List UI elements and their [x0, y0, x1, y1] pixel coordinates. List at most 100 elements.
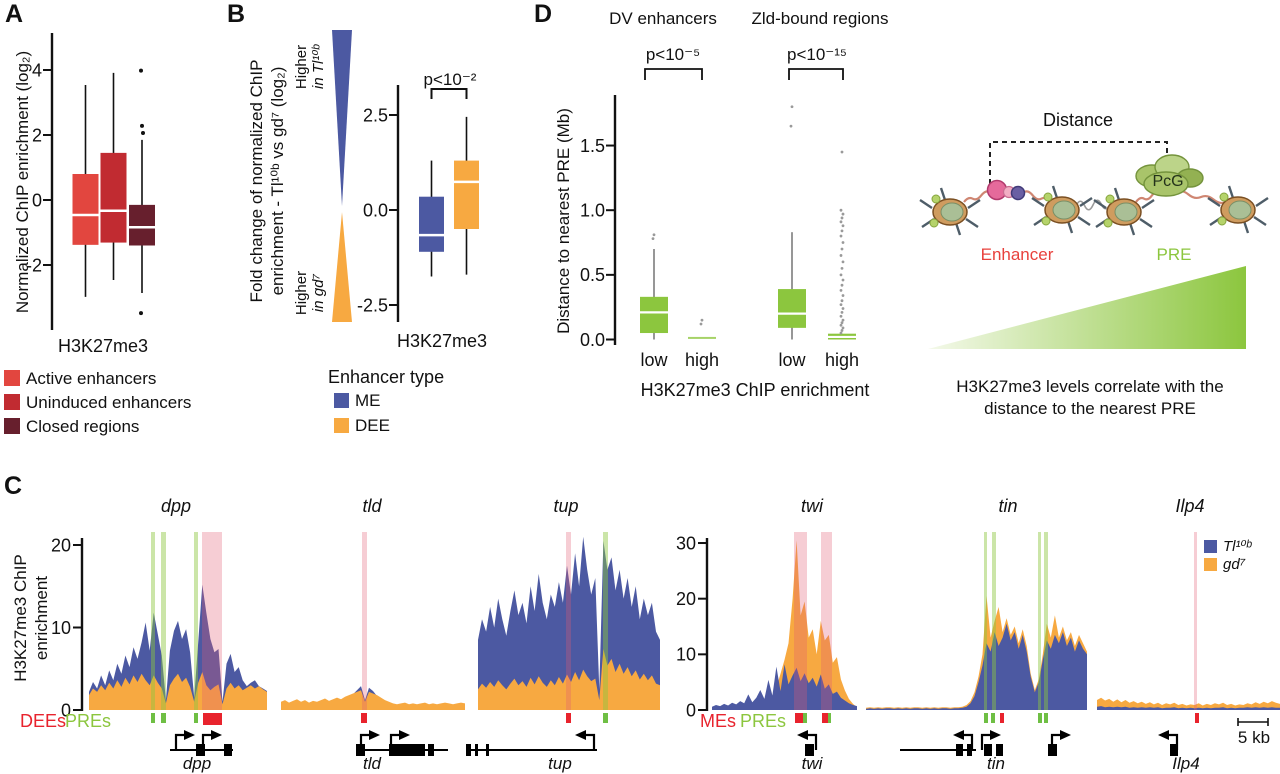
signal-area — [89, 672, 267, 710]
tss-arrowhead-right — [211, 730, 222, 740]
signal-area — [866, 623, 1087, 710]
nucleosome-face — [1114, 202, 1138, 222]
h3k27-mark — [1105, 194, 1115, 204]
histone-tail — [1066, 220, 1074, 234]
y-tick-label: 1.5 — [580, 136, 605, 156]
dees-row-label: DEEs — [20, 711, 67, 731]
pink-highlight-band — [821, 532, 832, 710]
outlier-dot — [840, 247, 844, 251]
histone-tail — [919, 199, 933, 209]
exon-box — [389, 744, 425, 756]
pcg-blob — [1143, 171, 1189, 197]
higher-gd7-wedge — [332, 212, 352, 322]
panel-b-y-axis-label-line1: Fold change of normalized ChIP — [247, 59, 266, 303]
outlier-dot — [841, 307, 845, 310]
category-label-low: low — [778, 350, 806, 370]
tss-arrow-right — [980, 733, 992, 750]
pink-highlight-band — [566, 532, 571, 710]
y-tick-label: 1.0 — [580, 201, 605, 221]
box — [100, 152, 127, 243]
histone-tail — [965, 218, 979, 228]
y-tick-label: -2.5 — [357, 295, 388, 315]
outlier-dot — [651, 237, 655, 241]
outlier-dot — [840, 229, 844, 233]
box — [129, 204, 155, 246]
pre-label: PRE — [1156, 245, 1192, 264]
panel-a-x-axis-label: H3K27me3 — [57, 336, 149, 356]
dv-enhancers-header: DV enhancers — [609, 9, 717, 28]
green-highlight-band — [1038, 532, 1041, 710]
linker-dna — [963, 190, 991, 203]
legend-label: Uninduced enhancers — [26, 393, 192, 412]
tss-arrow-left — [1167, 733, 1179, 750]
higher-in-gd7-label: Higher in gd⁷ — [293, 254, 327, 332]
tl10b-label: in Tl¹⁰ᵇ — [310, 44, 327, 90]
exon-box — [475, 744, 478, 756]
y-tick-label: 2.5 — [363, 105, 388, 125]
gene-label-twi: twi — [801, 754, 823, 773]
y-tick-label: 20 — [51, 535, 71, 555]
h3k27-mark — [1041, 216, 1051, 226]
histone-tail — [967, 199, 981, 209]
caption-line2: distance to the nearest PRE — [984, 399, 1196, 418]
track-title-tup: tup — [553, 496, 579, 516]
outlier-dot — [840, 329, 844, 332]
h3k27-mark — [1043, 192, 1053, 202]
histone-tail — [1079, 197, 1093, 207]
legend-label: Active enhancers — [26, 369, 157, 388]
exon-box — [996, 744, 1003, 756]
tss-arrow-right — [359, 733, 371, 750]
signal-area — [478, 536, 660, 710]
pink-highlight-band — [794, 532, 807, 710]
histone-tail — [1227, 185, 1235, 199]
gene-label-tup: tup — [548, 754, 572, 773]
legend-item-me: ME — [334, 391, 381, 411]
outlier-dot — [840, 150, 844, 154]
legend-label: Tl¹⁰ᵇ — [1223, 538, 1252, 555]
outlier-dot — [789, 124, 793, 128]
zld-pvalue: p<10⁻¹⁵ — [787, 45, 847, 64]
legend-label: Closed regions — [26, 417, 140, 436]
outlier-dot — [841, 241, 845, 244]
outlier-dot — [840, 310, 844, 314]
outlier-dot — [841, 318, 845, 322]
tss-arrowhead-right — [990, 730, 1001, 740]
green-highlight-band — [151, 532, 155, 710]
enhancer-mark — [1000, 713, 1004, 723]
box — [72, 174, 99, 245]
category-label-high: high — [684, 350, 720, 370]
histone-tail — [1093, 199, 1107, 209]
histone-tail — [1139, 218, 1153, 228]
gene-label-ilp4: Ilp4 — [1172, 754, 1200, 773]
tss-arrow-right — [389, 733, 401, 750]
pre-mark — [803, 713, 807, 723]
green-highlight-band — [194, 532, 198, 710]
outlier-dot — [841, 326, 845, 330]
enhancer-mark — [566, 713, 571, 723]
outlier-dot — [841, 278, 845, 282]
outlier-dot — [140, 123, 144, 128]
exon-box — [1048, 744, 1057, 756]
pre-mark — [991, 713, 995, 723]
panel-b-y-axis-label-line2: enrichment - Tl¹⁰ᵇ vs gd⁷ (log₂) — [268, 66, 287, 296]
pre-mark — [984, 713, 988, 723]
outlier-dot — [840, 283, 844, 287]
legend-label: ME — [355, 391, 381, 410]
panel-a-y-axis-label: Normalized ChIP enrichment (log₂) — [13, 50, 32, 314]
outlier-dot — [141, 131, 145, 136]
dv-significance-bracket — [644, 68, 703, 80]
zld-bound-regions-header: Zld-bound regions — [751, 9, 889, 28]
tss-arrowhead-right — [369, 730, 380, 740]
legend-item-closed-regions: Closed regions — [4, 417, 139, 437]
pre-mark — [603, 713, 608, 723]
outlier-dot — [839, 208, 843, 212]
panel-d-letter: D — [534, 0, 553, 28]
box — [778, 289, 806, 328]
tss-arrowhead-right — [1060, 730, 1071, 740]
closed-regions-swatch — [4, 418, 20, 434]
y-tick-label: 0 — [32, 190, 42, 210]
outlier-dot — [839, 288, 843, 292]
category-label-low: low — [640, 350, 668, 370]
legend-item-uninduced-enhancers: Uninduced enhancers — [4, 393, 191, 413]
h3k27-mark — [929, 218, 939, 228]
